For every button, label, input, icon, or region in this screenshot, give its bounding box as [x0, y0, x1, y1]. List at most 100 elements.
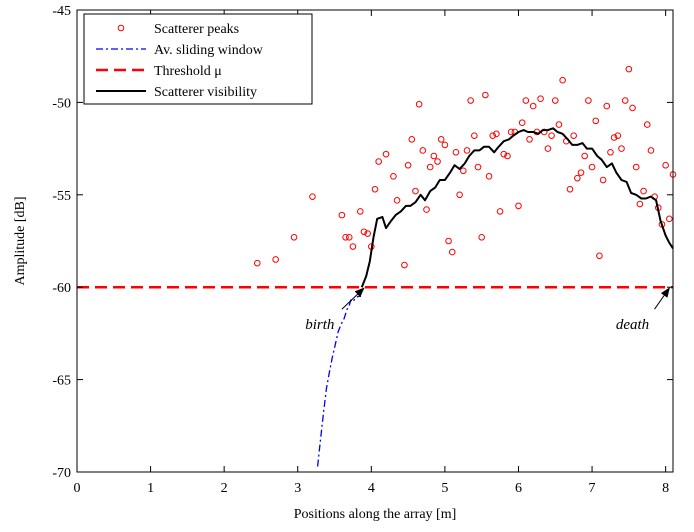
- scatter-point: [526, 136, 533, 143]
- scatter-point: [253, 259, 261, 267]
- plot-frame: [76, 9, 674, 473]
- scatter-point: [349, 243, 357, 250]
- scatter-point: [662, 161, 669, 169]
- scatter-point: [401, 261, 408, 269]
- scatter-point: [643, 121, 651, 128]
- scatter-point: [537, 95, 544, 103]
- scatter-point: [614, 132, 622, 139]
- annotation-layer: birth death: [305, 287, 670, 333]
- scatter-point: [596, 252, 603, 260]
- scatter-point: [570, 132, 577, 139]
- x-tick-label: 1: [147, 481, 154, 496]
- legend-label: Threshold μ: [154, 64, 222, 79]
- scatter-point: [577, 169, 585, 176]
- scatter-point: [566, 185, 574, 193]
- scatter-point: [408, 136, 416, 143]
- scatter-point: [640, 187, 647, 195]
- x-tick-label: 7: [589, 481, 596, 496]
- scatter-point: [507, 128, 515, 136]
- x-tick-label: 5: [441, 481, 448, 496]
- scatter-point: [338, 211, 346, 219]
- scatter-point: [452, 148, 460, 156]
- scatter-point: [360, 228, 368, 236]
- annotation-arrow: [654, 287, 670, 310]
- y-tick-label: -70: [52, 466, 71, 481]
- scatter-point: [629, 104, 636, 112]
- scatter-point: [610, 134, 618, 141]
- scatter-point: [632, 163, 640, 171]
- x-tick-label: 4: [368, 481, 375, 496]
- scatter-point: [448, 248, 456, 256]
- scatter-point: [607, 148, 614, 156]
- legend-box: [83, 13, 313, 105]
- scatter-point: [426, 163, 434, 171]
- scatter-point: [415, 100, 423, 108]
- scatter-point: [272, 256, 279, 263]
- scatter-point: [437, 136, 445, 143]
- scatter-point: [478, 234, 485, 241]
- scatter-point: [404, 161, 412, 169]
- axis-layer: 0 1 2 3 4 5 6 7 8 -70 -65 -60 -55 -50 -45 Positions alo…: [13, 4, 673, 522]
- scatter-point: [485, 173, 493, 180]
- scatter-point: [618, 145, 625, 152]
- scatter-point: [489, 132, 497, 139]
- scatter-point: [666, 215, 673, 223]
- scatter-point: [548, 132, 555, 139]
- x-tick-label: 2: [221, 481, 228, 496]
- y-axis-label: Amplitude [dB]: [13, 196, 28, 285]
- y-tick-label: -65: [52, 374, 71, 389]
- scatter-point: [467, 97, 474, 104]
- legend: Scatterer peaks Av. sliding window Thresho…: [83, 13, 313, 105]
- scatter-point: [356, 208, 364, 215]
- scatter-point: [603, 102, 611, 110]
- scatter-point: [482, 91, 489, 99]
- scatter-point: [515, 202, 522, 210]
- scatter-point: [581, 152, 589, 160]
- scatter-point: [290, 234, 298, 241]
- scatter-point: [393, 197, 401, 204]
- scatter-point: [430, 152, 438, 160]
- annotation-birth: birth: [305, 317, 334, 333]
- legend-label: Scatterer peaks: [154, 22, 239, 37]
- x-axis-label: Positions along the array [m]: [294, 507, 457, 522]
- scatter-point: [574, 174, 581, 182]
- x-tick-label: 6: [515, 481, 522, 496]
- sliding-window-line: [316, 295, 361, 467]
- visibility-line: [360, 127, 674, 288]
- scatter-point: [434, 158, 441, 165]
- scatter-point: [345, 234, 353, 241]
- x-tick-label: 0: [74, 481, 81, 496]
- scatter-point: [625, 65, 633, 73]
- scatter-point: [522, 97, 530, 104]
- scatter-point: [412, 187, 419, 195]
- scatter-point: [636, 200, 644, 208]
- scatter-point: [500, 150, 508, 158]
- x-tick-label: 3: [294, 481, 301, 496]
- scatter-point: [456, 191, 463, 199]
- scatter-point: [471, 132, 478, 139]
- scatter-point: [441, 141, 449, 149]
- scatter-point: [588, 163, 596, 171]
- scatter-point: [529, 102, 537, 110]
- y-tick-label: -60: [52, 281, 71, 296]
- scatter-point: [551, 97, 559, 104]
- scatter-point: [599, 176, 607, 184]
- scatter-point: [544, 145, 552, 152]
- scatter-point: [585, 97, 592, 104]
- scatter-point: [504, 152, 511, 160]
- y-tick-label: -45: [52, 4, 71, 19]
- legend-label: Av. sliding window: [154, 43, 264, 58]
- scatter-point: [518, 119, 526, 127]
- scatter-point: [496, 208, 504, 215]
- scatter-point: [445, 237, 452, 245]
- scatter-point: [559, 76, 566, 84]
- annotation-death: death: [616, 317, 649, 333]
- scatter-point: [493, 130, 500, 138]
- scatter-point: [364, 230, 371, 237]
- legend-label: Scatterer visibility: [154, 85, 257, 100]
- annotation-arrow: [341, 287, 365, 310]
- scatter-point: [474, 163, 482, 171]
- scatter-point: [419, 147, 427, 154]
- y-tick-label: -50: [52, 96, 71, 111]
